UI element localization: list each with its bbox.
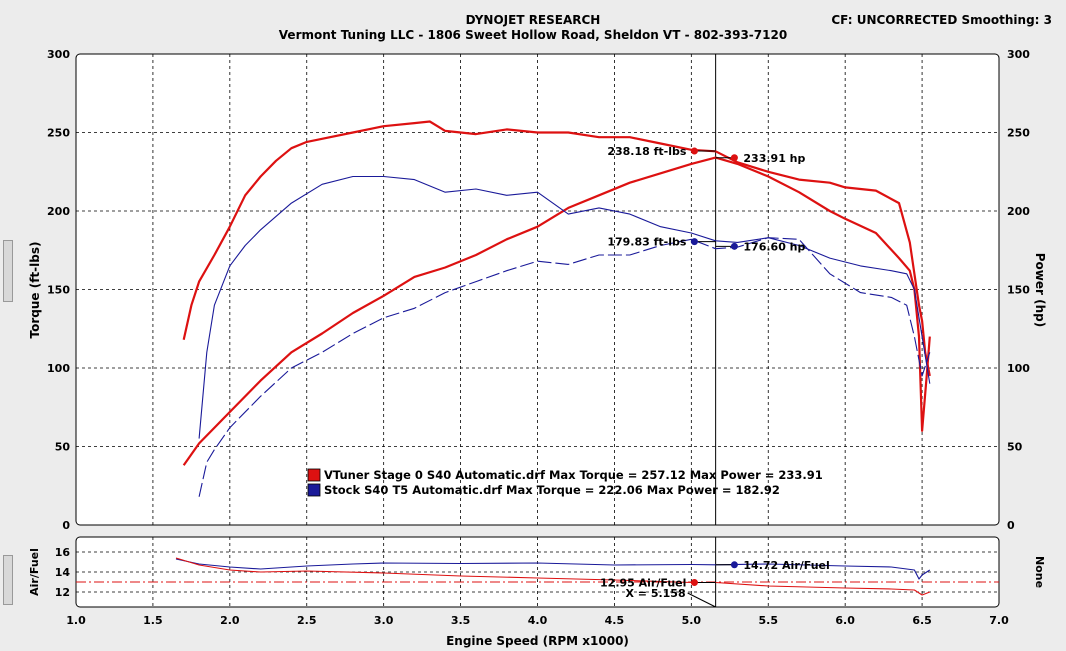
x-tick-label: 5.0: [682, 614, 702, 627]
af-y-tick-label: 14: [55, 566, 71, 579]
data-marker: [730, 154, 738, 162]
x-tick-label: 4.5: [605, 614, 625, 627]
marker-label: 233.91 hp: [743, 152, 805, 165]
af-axis-title-left: Air/Fuel: [28, 548, 41, 596]
y-tick-label-left: 50: [55, 441, 71, 454]
marker-label: 238.18 ft-lbs: [607, 145, 687, 158]
data-marker: [690, 238, 698, 246]
air-fuel-plot: 1.0 1.5 2.0 2.5 3.0 3.5 4.0 4.5 5.0 5.5 6.0 6.5 7.0 1…: [55, 536, 1009, 627]
legend-swatch: [307, 483, 321, 497]
chart-company-title: DYNOJET RESEARCH: [465, 13, 601, 27]
x-axis-title: Engine Speed (RPM x1000): [446, 634, 629, 648]
data-marker: [690, 579, 698, 586]
cursor-readout-leader: [687, 592, 716, 608]
y-tick-label-left: 0: [62, 519, 70, 532]
legend-entry: VTuner Stage 0 S40 Automatic.drf Max Tor…: [324, 468, 823, 482]
legend-swatch: [307, 468, 321, 482]
marker-label: 176.60 hp: [743, 240, 805, 253]
series-line: [198, 237, 931, 497]
series-line: [182, 156, 931, 466]
x-tick-label: 6.5: [912, 614, 932, 627]
torque-power-plot: 0 0 50 50 100 100 150 150 200 200 250 250 300 300 238.…: [47, 48, 1030, 532]
y-tick-label-left: 250: [47, 127, 70, 140]
marker-label: 14.72 Air/Fuel: [743, 559, 829, 572]
y-tick-label-left: 100: [47, 362, 70, 375]
y-tick-label-left: 300: [47, 48, 70, 61]
axis-labels: Engine Speed (RPM x1000) Torque (ft-lbs) P…: [28, 242, 1047, 648]
marker-label: 12.95 Air/Fuel: [600, 577, 686, 590]
y-tick-label-right: 200: [1007, 205, 1030, 218]
legend-entry: Stock S40 T5 Automatic.drf Max Torque = …: [324, 483, 780, 497]
chart-address-subtitle: Vermont Tuning LLC - 1806 Sweet Hollow R…: [278, 28, 788, 42]
x-tick-label: 2.0: [220, 614, 240, 627]
y-axis-title-left: Torque (ft-lbs): [28, 242, 42, 339]
series-line: [175, 557, 930, 596]
left-scroll-handle[interactable]: [3, 240, 13, 302]
correction-smoothing-label: CF: UNCORRECTED Smoothing: 3: [831, 13, 1052, 27]
y-tick-label-right: 150: [1007, 284, 1030, 297]
x-tick-label: 6.0: [835, 614, 855, 627]
x-tick-label: 1.5: [143, 614, 163, 627]
af-axis-title-right: None: [1033, 556, 1046, 588]
cursor-x-readout: X = 5.158: [625, 587, 685, 600]
y-tick-label-left: 200: [47, 205, 70, 218]
x-tick-label: 3.5: [451, 614, 471, 627]
series-line: [198, 175, 931, 439]
y-tick-label-right: 100: [1007, 362, 1030, 375]
x-tick-label: 3.0: [374, 614, 394, 627]
data-marker: [730, 561, 738, 569]
y-tick-label-left: 150: [47, 284, 70, 297]
x-tick-label: 5.5: [759, 614, 779, 627]
y-tick-label-right: 50: [1007, 441, 1023, 454]
af-y-tick-label: 16: [55, 546, 71, 559]
x-tick-label: 1.0: [66, 614, 86, 627]
y-axis-title-right: Power (hp): [1033, 253, 1047, 327]
y-tick-label-right: 250: [1007, 127, 1030, 140]
series-line: [175, 558, 931, 580]
series-line: [182, 120, 931, 377]
x-tick-label: 4.0: [528, 614, 548, 627]
data-marker: [690, 147, 698, 155]
x-tick-label: 7.0: [989, 614, 1009, 627]
af-y-tick-label: 12: [55, 586, 70, 599]
y-tick-label-right: 300: [1007, 48, 1030, 61]
marker-label: 179.83 ft-lbs: [607, 236, 687, 249]
y-tick-label-right: 0: [1007, 519, 1015, 532]
x-tick-label: 2.5: [297, 614, 317, 627]
data-marker: [730, 242, 738, 250]
left-scroll-handle-lower[interactable]: [3, 555, 13, 605]
